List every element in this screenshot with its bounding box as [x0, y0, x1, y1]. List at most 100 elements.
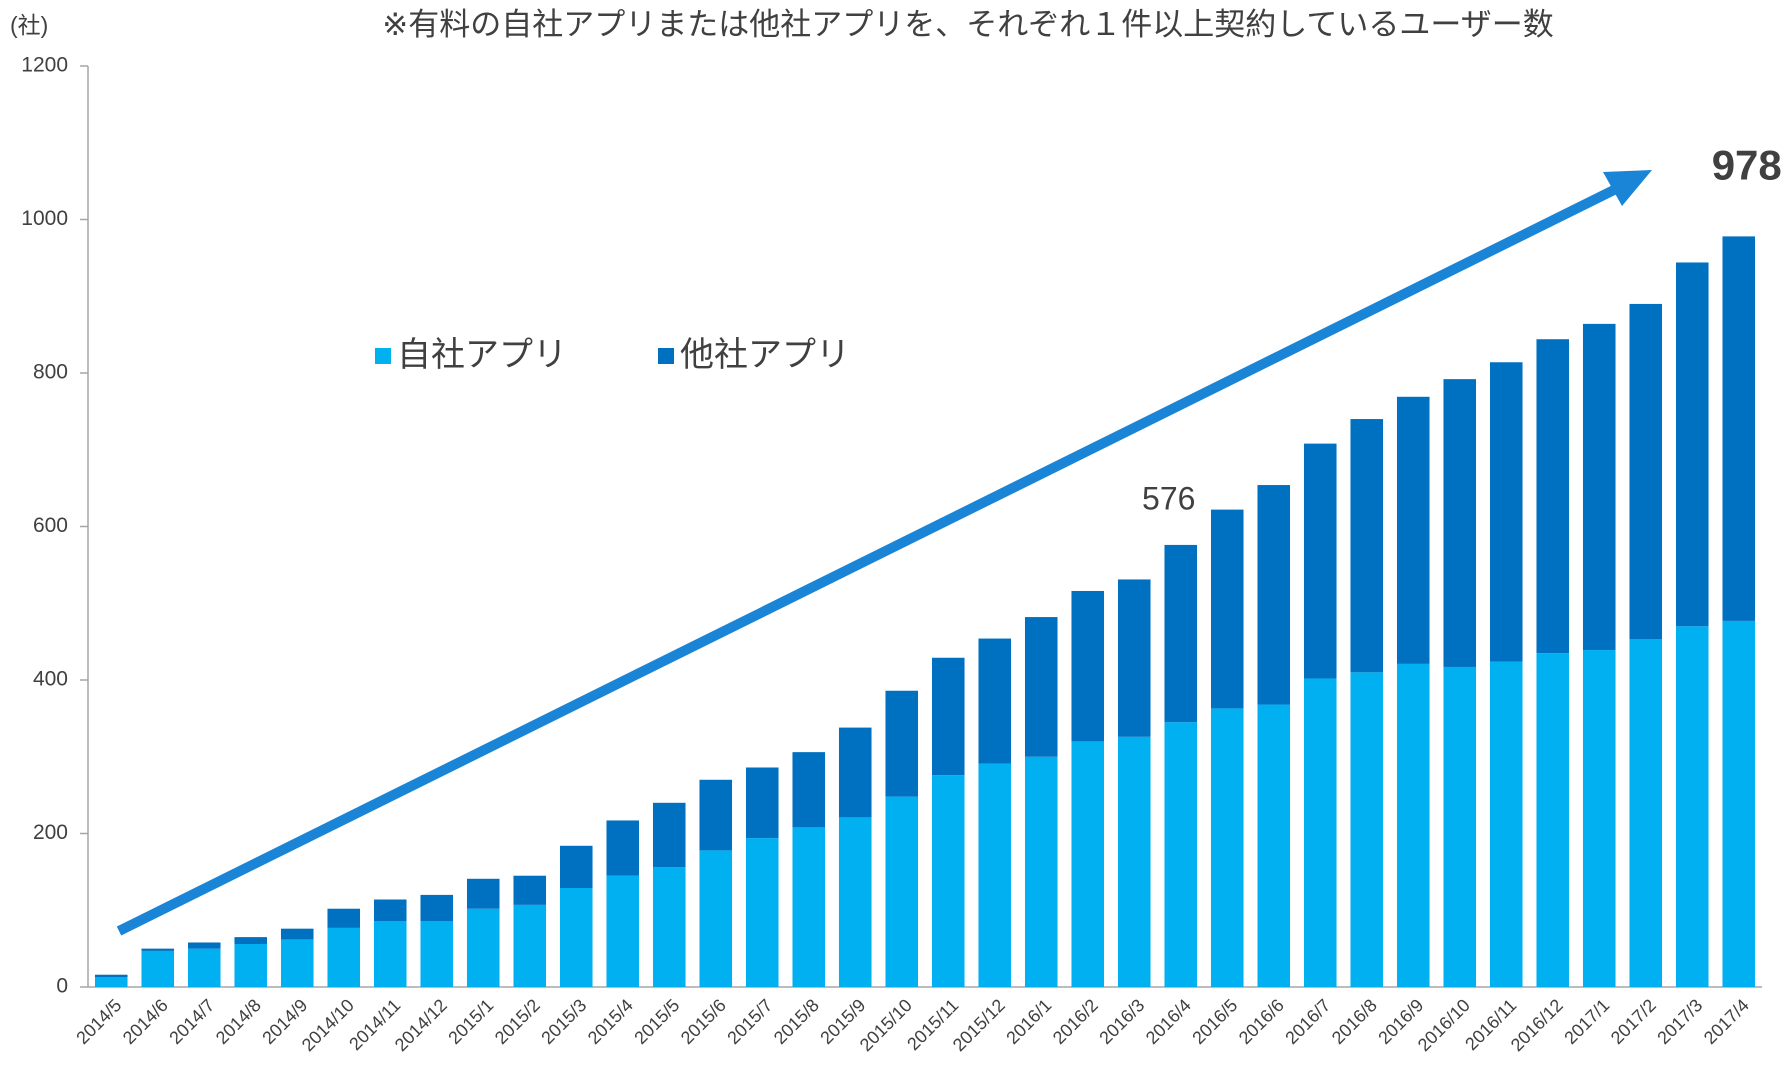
bar-segment [1071, 741, 1105, 987]
y-tick-label: 600 [33, 514, 68, 537]
bar-segment [745, 767, 779, 839]
x-tick-label: 2015/8 [770, 995, 823, 1048]
x-tick-label: 2014/12 [391, 995, 451, 1055]
bar-segment [1443, 666, 1477, 987]
x-tick-label: 2014/6 [119, 995, 172, 1048]
bar-segment [1164, 722, 1198, 987]
bar-segment [187, 942, 221, 949]
bar-segment [1210, 509, 1244, 709]
x-tick-label: 2015/1 [444, 995, 497, 1048]
trend-arrowhead [1603, 170, 1652, 206]
annotation: 576 [1142, 480, 1195, 516]
bar-segment [652, 867, 686, 987]
x-tick-label: 2015/4 [584, 995, 637, 1048]
bar-segment [1722, 236, 1756, 621]
bar-segment [280, 928, 314, 940]
x-tick-label: 2015/2 [491, 995, 544, 1048]
bar-segment [1071, 590, 1105, 742]
bar-segment [1117, 579, 1151, 737]
bar-segment [1350, 672, 1384, 987]
bar-segment [420, 894, 454, 921]
bar-segment [94, 974, 128, 978]
y-tick-label: 0 [56, 975, 68, 998]
bar-segment [1629, 303, 1663, 640]
x-tick-label: 2016/12 [1507, 995, 1567, 1055]
bar-segment [141, 950, 175, 987]
bar-segment [978, 638, 1012, 764]
bar-segment [1024, 756, 1058, 987]
bar-segment [1536, 339, 1570, 654]
bar-segment [373, 899, 407, 921]
bar-segment [931, 657, 965, 776]
x-tick-label: 2017/4 [1700, 995, 1753, 1048]
x-tick-label: 2016/2 [1049, 995, 1102, 1048]
bar-segment [559, 887, 593, 987]
bar-segment [1257, 485, 1291, 705]
y-axis-label: (社) [10, 12, 48, 38]
bar-segment [1024, 617, 1058, 757]
x-tick-label: 2014/10 [298, 995, 358, 1055]
x-tick-label: 2016/10 [1414, 995, 1474, 1055]
bar-segment [745, 838, 779, 987]
chart-title: ※有料の自社アプリまたは他社アプリを、それぞれ１件以上契約しているユーザー数 [382, 7, 1553, 42]
x-tick-label: 2017/2 [1607, 995, 1660, 1048]
bar-segment [1629, 639, 1663, 987]
bar-segment [885, 796, 919, 987]
bar-segment [1350, 419, 1384, 673]
bar-segment [327, 927, 361, 987]
bar-segment [373, 920, 407, 987]
bar-segment [931, 775, 965, 987]
bar-segment [1443, 379, 1477, 667]
bar-segment [234, 937, 268, 945]
bar-segment [513, 904, 547, 987]
bar-segment [1257, 704, 1291, 987]
bar-segment [559, 845, 593, 888]
x-tick-label: 2015/12 [949, 995, 1009, 1055]
bar-segment [978, 763, 1012, 987]
bar-segment [1164, 544, 1198, 723]
x-tick-label: 2016/6 [1235, 995, 1288, 1048]
bar-segment [513, 875, 547, 905]
bar-segment [466, 878, 500, 909]
bar-segment [699, 850, 733, 987]
bar-segment [1210, 708, 1244, 987]
bar-segment [792, 752, 826, 828]
x-tick-label: 2014/7 [165, 995, 218, 1048]
annotation: 978 [1712, 141, 1782, 188]
bar-segment [1396, 663, 1430, 987]
bar-segment [606, 875, 640, 987]
bar-segment [234, 944, 268, 987]
x-tick-label: 2016/3 [1095, 995, 1148, 1048]
bar-segment [141, 948, 175, 951]
bar-segment [838, 727, 872, 818]
bar-segment [652, 802, 686, 868]
bar-segment [1536, 653, 1570, 987]
bar-segment [885, 690, 919, 797]
x-tick-label: 2014/8 [212, 995, 265, 1048]
bar-segment [606, 820, 640, 876]
bar-segment [420, 920, 454, 987]
legend-swatch [658, 348, 674, 364]
bar-segment [1489, 661, 1523, 987]
bar-segment [1117, 736, 1151, 987]
y-tick-label: 800 [33, 361, 68, 384]
bar-segment [1396, 396, 1430, 664]
bar-segment [1303, 678, 1337, 987]
bar-segment [1675, 626, 1709, 987]
bar-segment [1582, 650, 1616, 987]
x-tick-label: 2015/3 [537, 995, 590, 1048]
y-tick-label: 1200 [21, 54, 68, 77]
x-tick-label: 2015/10 [856, 995, 916, 1055]
bar-segment [1722, 620, 1756, 987]
y-tick-label: 1000 [21, 207, 68, 230]
bar-segment [838, 817, 872, 987]
legend-label: 自社アプリ [397, 336, 567, 374]
bar-segment [1675, 262, 1709, 627]
bar-segment [699, 779, 733, 851]
bar-segment [94, 977, 128, 987]
x-tick-label: 2015/7 [723, 995, 776, 1048]
bar-segment [1489, 362, 1523, 662]
legend-swatch [375, 348, 391, 364]
bar-segment [1582, 323, 1616, 651]
